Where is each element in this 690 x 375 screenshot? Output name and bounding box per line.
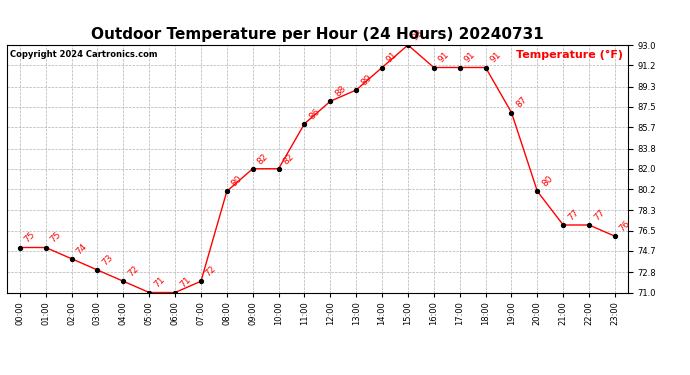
Text: 77: 77 — [592, 208, 607, 222]
Point — [584, 222, 595, 228]
Point — [221, 188, 233, 194]
Point — [195, 278, 206, 284]
Point — [454, 64, 465, 70]
Point — [14, 244, 26, 250]
Point — [506, 110, 517, 116]
Title: Outdoor Temperature per Hour (24 Hours) 20240731: Outdoor Temperature per Hour (24 Hours) … — [91, 27, 544, 42]
Text: 91: 91 — [462, 50, 477, 65]
Text: 77: 77 — [566, 208, 580, 222]
Text: 80: 80 — [230, 174, 244, 189]
Text: 91: 91 — [489, 50, 503, 65]
Point — [40, 244, 51, 250]
Text: 87: 87 — [514, 95, 529, 110]
Point — [402, 42, 413, 48]
Text: 75: 75 — [23, 230, 37, 245]
Text: 72: 72 — [126, 264, 141, 279]
Text: 91: 91 — [385, 50, 400, 65]
Text: Copyright 2024 Cartronics.com: Copyright 2024 Cartronics.com — [10, 50, 157, 59]
Point — [144, 290, 155, 296]
Text: 71: 71 — [178, 275, 193, 290]
Text: 80: 80 — [540, 174, 555, 189]
Point — [325, 98, 336, 104]
Text: 71: 71 — [152, 275, 166, 290]
Point — [558, 222, 569, 228]
Text: 76: 76 — [618, 219, 632, 234]
Text: 72: 72 — [204, 264, 218, 279]
Point — [273, 166, 284, 172]
Text: 91: 91 — [437, 50, 451, 65]
Point — [92, 267, 103, 273]
Text: 74: 74 — [75, 242, 89, 256]
Text: 73: 73 — [100, 253, 115, 267]
Text: 82: 82 — [255, 152, 270, 166]
Text: 75: 75 — [48, 230, 63, 245]
Text: 82: 82 — [282, 152, 296, 166]
Point — [351, 87, 362, 93]
Text: 93: 93 — [411, 28, 425, 42]
Point — [428, 64, 440, 70]
Text: 86: 86 — [307, 106, 322, 121]
Text: 89: 89 — [359, 73, 373, 87]
Text: 88: 88 — [333, 84, 348, 99]
Point — [480, 64, 491, 70]
Point — [66, 256, 77, 262]
Point — [118, 278, 129, 284]
Point — [532, 188, 543, 194]
Text: Temperature (°F): Temperature (°F) — [516, 50, 623, 60]
Point — [247, 166, 258, 172]
Point — [609, 233, 620, 239]
Point — [299, 121, 310, 127]
Point — [170, 290, 181, 296]
Point — [377, 64, 388, 70]
